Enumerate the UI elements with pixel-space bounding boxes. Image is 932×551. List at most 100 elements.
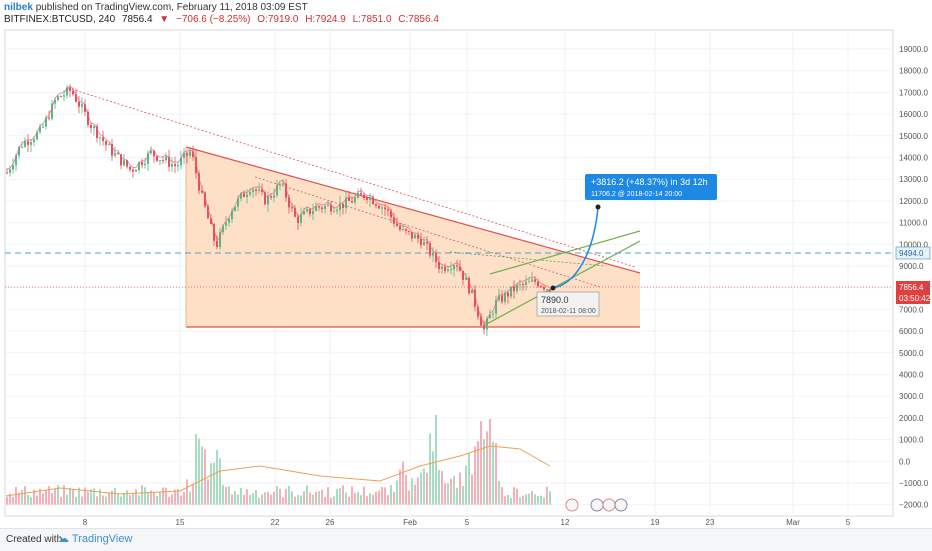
event-flag-icon[interactable] xyxy=(590,498,604,512)
volume-bar xyxy=(291,491,293,505)
candle-body xyxy=(543,286,545,290)
candle-body xyxy=(177,165,179,167)
volume-bar xyxy=(438,470,440,505)
volume-bar xyxy=(336,488,338,505)
volume-bar xyxy=(279,488,281,505)
candle-body xyxy=(150,150,152,154)
candle-body xyxy=(504,292,506,302)
volume-bar xyxy=(411,478,413,505)
candle-body xyxy=(444,266,446,271)
projection-label[interactable]: +3816.2 (+48.37%) in 3d 12h 11706.2 @ 20… xyxy=(585,174,717,200)
candle-body xyxy=(321,207,323,209)
volume-bar xyxy=(402,461,404,505)
candle-body xyxy=(501,295,503,302)
event-flag-icon[interactable] xyxy=(614,498,628,512)
projection-headline: +3816.2 (+48.37%) in 3d 12h xyxy=(591,177,708,187)
volume-bar xyxy=(345,492,347,505)
time-axis-tick: Feb xyxy=(403,518,417,526)
volume-bar xyxy=(492,441,494,505)
volume-bar xyxy=(453,476,455,505)
candle-body xyxy=(129,166,131,170)
volume-bar xyxy=(261,494,263,505)
cursor-value: 7890.0 xyxy=(541,295,569,305)
time-axis-tick: 22 xyxy=(271,518,280,526)
volume-bar xyxy=(360,495,362,505)
time-axis-tick: 5 xyxy=(465,518,470,526)
volume-bar xyxy=(315,491,317,505)
price-axis-tick: 14000.0 xyxy=(899,154,928,163)
change-value: −706.6 (−8.25%) xyxy=(175,14,251,25)
candle-body xyxy=(468,277,470,294)
price-axis[interactable]: 19000.0 18000.0 17000.0 16000.0 15000.0 14000… xyxy=(899,45,929,510)
candle-body xyxy=(285,183,287,198)
triangle-upper-line[interactable] xyxy=(185,146,641,274)
volume-bar xyxy=(540,495,542,505)
candle-body xyxy=(42,126,44,128)
inner-trendline-dotted[interactable] xyxy=(254,176,601,288)
channel-lower-line[interactable] xyxy=(482,240,641,327)
volume-bar xyxy=(477,441,479,505)
price-axis-tick: 5000.0 xyxy=(899,349,924,358)
volume-bar xyxy=(321,489,323,505)
candle-body xyxy=(135,170,137,172)
candle-body xyxy=(78,101,80,107)
ohlc-open: O:7919.0 xyxy=(257,14,299,25)
green-dotted-line[interactable] xyxy=(449,251,606,267)
event-flag-icon[interactable] xyxy=(565,498,579,512)
volume-bar xyxy=(522,495,524,505)
price-axis-tick: 17000.0 xyxy=(899,88,928,97)
candle-body xyxy=(357,192,359,198)
volume-bar xyxy=(66,494,68,505)
volume-bar xyxy=(459,472,461,505)
candle-body xyxy=(483,325,485,330)
candle-body xyxy=(387,209,389,211)
candle-body xyxy=(309,209,311,215)
volume-bar xyxy=(72,489,74,505)
candle-body xyxy=(9,169,11,173)
candle-body xyxy=(522,284,524,286)
chart-area[interactable]: +3816.2 (+48.37%) in 3d 12h 11706.2 @ 20… xyxy=(0,26,932,527)
projection-end-point[interactable] xyxy=(595,204,601,210)
event-flag-icon[interactable] xyxy=(602,498,616,512)
symbol-label[interactable]: BITFINEX:BTCUSD, 240 xyxy=(4,14,116,25)
price-chart[interactable]: +3816.2 (+48.37%) in 3d 12h 11706.2 @ 20… xyxy=(0,26,932,527)
price-axis-tick: 13000.0 xyxy=(899,175,928,184)
volume-bar xyxy=(60,496,62,505)
footer-bar: Created with ☁ TradingView xyxy=(0,528,932,551)
long-trendline-dotted[interactable] xyxy=(67,87,636,268)
candle-body xyxy=(333,211,335,213)
candle-body xyxy=(459,266,461,271)
projection-curve[interactable] xyxy=(552,207,599,289)
candle-body xyxy=(507,292,509,297)
volume-bar xyxy=(63,485,65,505)
candle-body xyxy=(69,87,71,91)
projection-start-point[interactable] xyxy=(550,285,556,291)
candle-body xyxy=(330,204,332,212)
volume-bar xyxy=(528,493,530,505)
volume-bar xyxy=(456,487,458,505)
candle-body xyxy=(378,205,380,209)
volume-bar xyxy=(84,487,86,505)
volume-bar xyxy=(423,468,425,505)
candle-body xyxy=(282,183,284,185)
volume-bar xyxy=(192,483,194,505)
price-axis-tick: 2000.0 xyxy=(899,414,924,423)
volume-bar xyxy=(516,488,518,505)
volume-bar xyxy=(252,493,254,505)
volume-bar xyxy=(435,414,437,505)
volume-bar xyxy=(357,492,359,505)
price-axis-tick: 4000.0 xyxy=(899,371,924,380)
volume-bar xyxy=(432,451,434,505)
publish-line: nilbek published on TradingView.com, Feb… xyxy=(4,2,308,13)
candle-body xyxy=(126,160,128,167)
candle-body xyxy=(192,151,194,157)
candle-body xyxy=(213,224,215,241)
projection-detail: 11706.2 @ 2018-02-14 20:00 xyxy=(591,191,682,198)
event-icons[interactable] xyxy=(565,498,628,512)
volume-bar xyxy=(309,492,311,505)
candle-body xyxy=(477,306,479,317)
author-link[interactable]: nilbek xyxy=(4,2,33,13)
time-axis[interactable]: 8 15 22 26 Feb 5 12 19 23 Mar 5 xyxy=(83,518,851,527)
tradingview-logo-icon[interactable]: ☁ TradingView xyxy=(58,533,133,545)
volume-bar xyxy=(486,431,488,505)
